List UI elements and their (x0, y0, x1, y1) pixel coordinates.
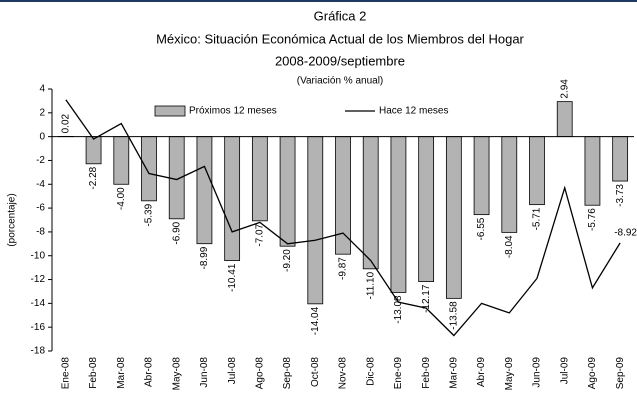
y-tick-label: -16 (31, 322, 46, 333)
x-tick-label: Dic-08 (365, 357, 376, 386)
bar (336, 137, 351, 255)
bar-value-label: 0.02 (60, 113, 71, 133)
y-tick-label: -8 (36, 227, 45, 238)
bar-value-label: -5.76 (587, 208, 598, 231)
legend-label: Próximos 12 meses (189, 106, 277, 117)
legend-swatch (155, 106, 185, 116)
x-tick-label: May-09 (504, 357, 515, 391)
bar-value-label: -6.55 (476, 217, 487, 240)
bar (391, 137, 406, 293)
bar (530, 137, 545, 205)
bar-value-label: -10.41 (227, 263, 238, 292)
bar (280, 137, 295, 247)
bar (446, 137, 461, 299)
x-tick-label: May-08 (171, 357, 182, 391)
x-tick-label: Mar-09 (448, 357, 459, 389)
bar-value-label: -13.58 (448, 301, 459, 330)
y-tick-label: -18 (31, 346, 46, 357)
bar-value-label: -2.28 (88, 166, 99, 189)
x-tick-label: Feb-09 (421, 357, 432, 389)
bar (474, 137, 489, 215)
bar-value-label: -9.87 (338, 257, 349, 280)
bar (363, 137, 378, 269)
bar-value-label: -6.90 (171, 221, 182, 244)
bar (613, 137, 628, 181)
bar (252, 137, 267, 221)
y-tick-label: -14 (31, 298, 46, 309)
y-tick-label: 2 (39, 107, 45, 118)
bar (142, 137, 157, 201)
y-tick-label: -4 (36, 179, 45, 190)
bar-value-label: -3.73 (615, 184, 626, 207)
legend-label: Hace 12 meses (379, 106, 448, 117)
bar (197, 137, 212, 244)
x-tick-label: Sep-08 (282, 357, 293, 390)
bar-value-label: -8.99 (199, 246, 210, 269)
x-tick-label: Sep-09 (615, 357, 626, 390)
bar-value-label: -5.71 (532, 207, 543, 230)
bar-value-label: -9.20 (282, 249, 293, 272)
chart-title: Gráfica 2 (314, 8, 367, 23)
x-tick-label: Mar-08 (116, 357, 127, 389)
bar (557, 102, 572, 137)
bar-value-label: -11.10 (365, 271, 376, 299)
x-tick-label: Abr-08 (144, 357, 155, 387)
bar (86, 137, 101, 164)
y-tick-label: 0 (39, 131, 45, 142)
bar-value-label: -7.07 (254, 223, 265, 246)
x-tick-label: Ago-08 (254, 357, 265, 390)
top-border (0, 0, 637, 2)
chart-period: 2008-2009/septiembre (275, 53, 405, 68)
bar (225, 137, 240, 261)
y-tick-label: 4 (39, 84, 45, 95)
x-tick-label: Nov-08 (338, 357, 349, 390)
x-tick-label: Abr-09 (476, 357, 487, 387)
y-tick-label: -12 (31, 274, 46, 285)
bar (114, 137, 129, 185)
bar (585, 137, 600, 206)
line-end-label: -8.92 (614, 228, 637, 239)
x-tick-label: Jul-08 (227, 357, 238, 385)
y-axis-label: (porcentaje) (7, 193, 18, 246)
x-tick-label: Ene-08 (60, 357, 71, 390)
bar (502, 137, 517, 233)
y-tick-label: -10 (31, 250, 46, 261)
bar-value-label: -4.00 (116, 187, 127, 210)
x-tick-label: Oct-08 (310, 357, 321, 387)
bar-value-label: 2.94 (559, 79, 570, 99)
x-tick-label: Ene-09 (393, 357, 404, 390)
x-tick-label: Jun-08 (199, 357, 210, 388)
chart-subtitle: México: Situación Económica Actual de lo… (156, 31, 524, 46)
x-tick-label: Feb-08 (88, 357, 99, 389)
x-tick-label: Jul-09 (559, 357, 570, 385)
bar-value-label: -14.04 (310, 306, 321, 335)
x-tick-label: Jun-09 (532, 357, 543, 388)
y-tick-label: -2 (36, 155, 45, 166)
x-tick-label: Ago-09 (587, 357, 598, 390)
y-tick-label: -6 (36, 203, 45, 214)
bar (419, 137, 434, 282)
chart-note: (Variación % anual) (297, 76, 384, 87)
bar (308, 137, 323, 304)
bar-value-label: -8.04 (504, 235, 515, 258)
bar-value-label: -13.08 (393, 295, 404, 324)
bar-value-label: -5.39 (144, 203, 155, 226)
